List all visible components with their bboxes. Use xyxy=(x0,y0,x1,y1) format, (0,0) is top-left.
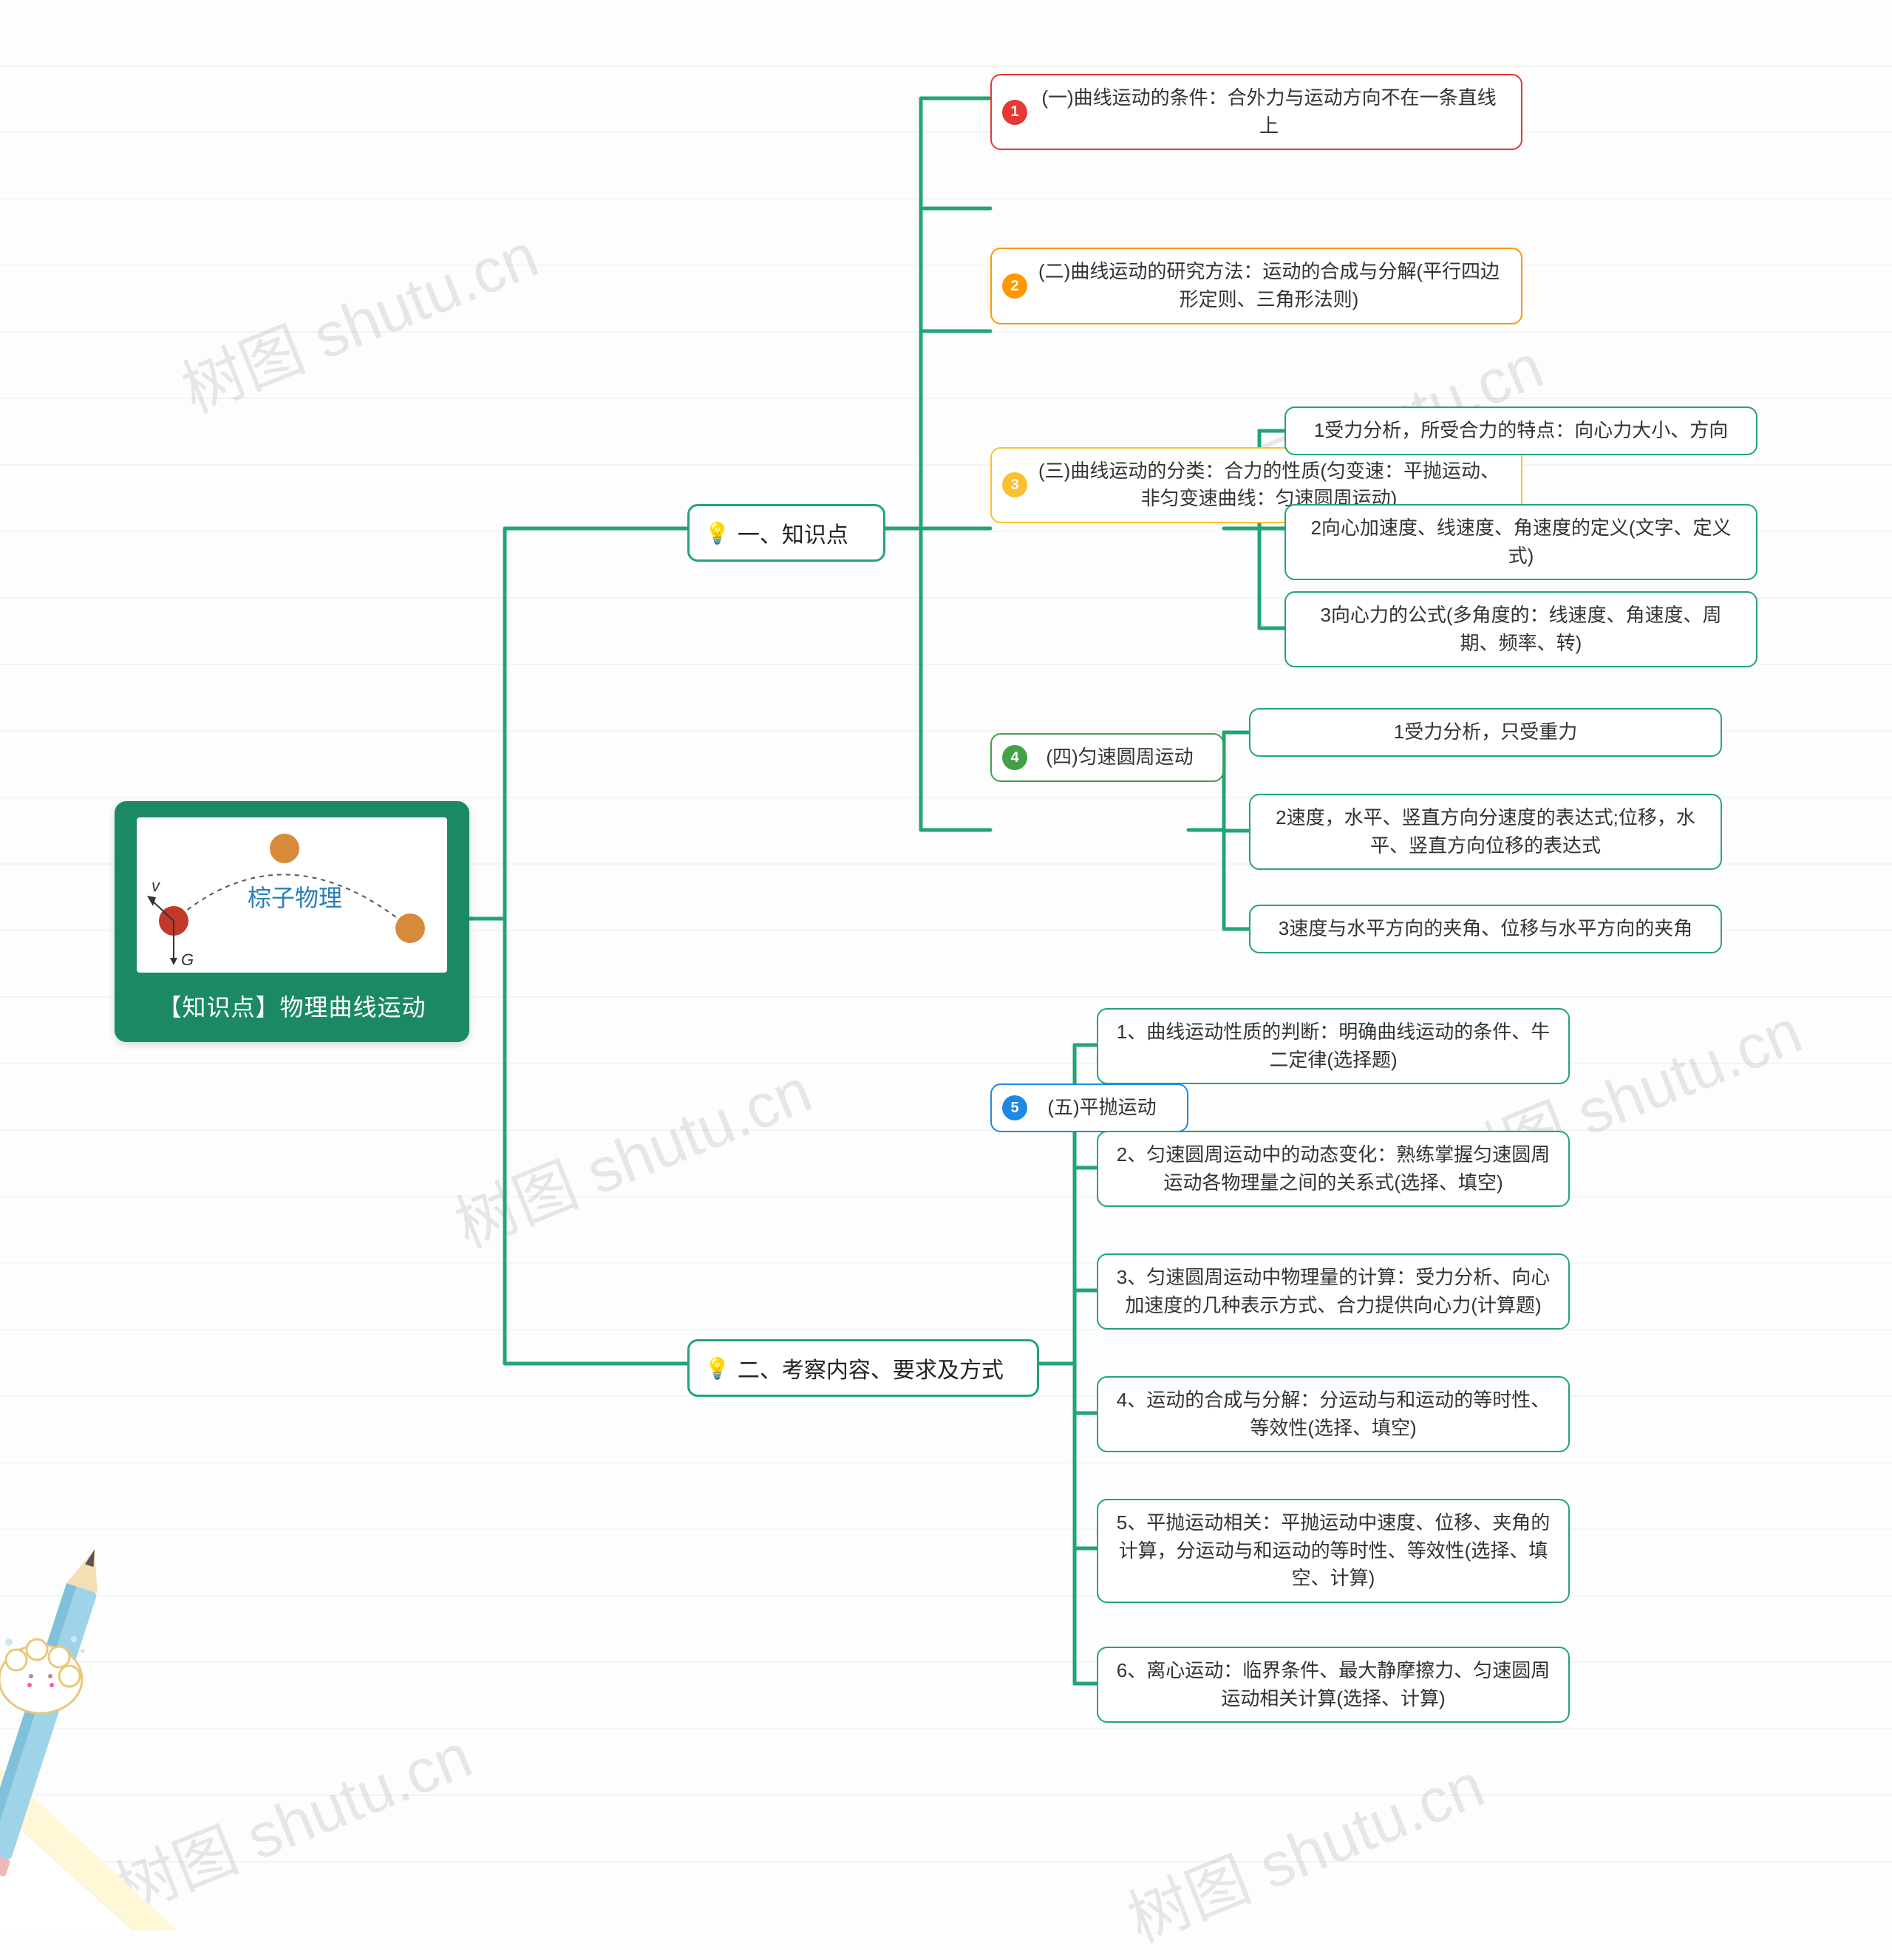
leaf-text: 5、平抛运动相关：平抛运动中速度、位移、夹角的计算，分运动与和运动的等时性、等效… xyxy=(1115,1509,1552,1593)
leaf: 1(一)曲线运动的条件：合外力与运动方向不在一条直线上 xyxy=(990,74,1522,150)
branch-label: 二、考察内容、要求及方式 xyxy=(738,1352,1004,1384)
sub-leaf: 2向心加速度、线速度、角速度的定义(文字、定义式) xyxy=(1284,504,1757,580)
number-badge: 4 xyxy=(1002,745,1027,770)
leaf: 4、运动的合成与分解：分运动与和运动的等时性、等效性(选择、填空) xyxy=(1097,1376,1570,1452)
leaf-text: (一)曲线运动的条件：合外力与运动方向不在一条直线上 xyxy=(1033,84,1505,140)
leaf-text: 3速度与水平方向的夹角、位移与水平方向的夹角 xyxy=(1267,915,1704,943)
sub-leaf: 3速度与水平方向的夹角、位移与水平方向的夹角 xyxy=(1249,905,1722,953)
leaf-text: 1受力分析，所受合力的特点：向心力大小、方向 xyxy=(1302,417,1740,445)
root-node: v G 棕子物理 【知识点】物理曲线运动 xyxy=(115,801,469,1042)
sub-leaf: 2速度，水平、竖直方向分速度的表达式;位移，水平、竖直方向位移的表达式 xyxy=(1249,794,1722,870)
sub-leaf: 1受力分析，所受合力的特点：向心力大小、方向 xyxy=(1284,406,1757,455)
root-title: 【知识点】物理曲线运动 xyxy=(157,989,426,1023)
leaf: 4(四)匀速圆周运动 xyxy=(990,733,1224,782)
leaf-text: (二)曲线运动的研究方法：运动的合成与分解(平行四边形定则、三角形法则) xyxy=(1033,258,1505,313)
sub-leaf: 1受力分析，只受重力 xyxy=(1249,708,1722,757)
root-illustration: v G 棕子物理 xyxy=(137,817,447,973)
leaf: 2(二)曲线运动的研究方法：运动的合成与分解(平行四边形定则、三角形法则) xyxy=(990,248,1522,324)
leaf-text: (五)平抛运动 xyxy=(1033,1094,1171,1122)
root-img-caption: 棕子物理 xyxy=(248,885,342,911)
number-badge: 5 xyxy=(1002,1095,1027,1120)
leaf: 6、离心运动：临界条件、最大静摩擦力、匀速圆周运动相关计算(选择、计算) xyxy=(1097,1647,1570,1723)
leaf-text: 2向心加速度、线速度、角速度的定义(文字、定义式) xyxy=(1302,514,1740,570)
leaf-text: 2、匀速圆周运动中的动态变化：熟练掌握匀速圆周运动各物理量之间的关系式(选择、填… xyxy=(1115,1141,1552,1197)
leaf-text: 3向心力的公式(多角度的：线速度、角速度、周期、频率、转) xyxy=(1302,602,1740,657)
leaf-text: 4、运动的合成与分解：分运动与和运动的等时性、等效性(选择、填空) xyxy=(1115,1386,1552,1442)
lightbulb-icon: 💡 xyxy=(704,1356,730,1381)
leaf: 3、匀速圆周运动中物理量的计算：受力分析、向心加速度的几种表示方式、合力提供向心… xyxy=(1097,1253,1570,1330)
leaf-text: 2速度，水平、竖直方向分速度的表达式;位移，水平、竖直方向位移的表达式 xyxy=(1267,804,1704,860)
lightbulb-icon: 💡 xyxy=(704,521,730,545)
branch-b1: 💡 一、知识点 xyxy=(687,504,885,562)
leaf: 5、平抛运动相关：平抛运动中速度、位移、夹角的计算，分运动与和运动的等时性、等效… xyxy=(1097,1499,1570,1603)
number-badge: 2 xyxy=(1002,273,1027,299)
leaf-text: (四)匀速圆周运动 xyxy=(1033,743,1206,772)
leaf: 1、曲线运动性质的判断：明确曲线运动的条件、牛二定律(选择题) xyxy=(1097,1008,1570,1084)
leaf: 5(五)平抛运动 xyxy=(990,1083,1188,1132)
leaf-text: 1受力分析，只受重力 xyxy=(1267,718,1704,746)
root-img-g: G xyxy=(181,950,194,969)
branch-b2: 💡 二、考察内容、要求及方式 xyxy=(687,1339,1039,1397)
root-img-v: v xyxy=(152,877,161,895)
sub-leaf: 3向心力的公式(多角度的：线速度、角速度、周期、频率、转) xyxy=(1284,591,1757,667)
leaf-text: 6、离心运动：临界条件、最大静摩擦力、匀速圆周运动相关计算(选择、计算) xyxy=(1115,1657,1552,1712)
leaf-text: 1、曲线运动性质的判断：明确曲线运动的条件、牛二定律(选择题) xyxy=(1115,1018,1552,1074)
leaf: 2、匀速圆周运动中的动态变化：熟练掌握匀速圆周运动各物理量之间的关系式(选择、填… xyxy=(1097,1131,1570,1207)
leaf-text: 3、匀速圆周运动中物理量的计算：受力分析、向心加速度的几种表示方式、合力提供向心… xyxy=(1115,1264,1552,1319)
branch-label: 一、知识点 xyxy=(738,517,848,549)
number-badge: 3 xyxy=(1002,472,1027,497)
number-badge: 1 xyxy=(1002,100,1027,125)
